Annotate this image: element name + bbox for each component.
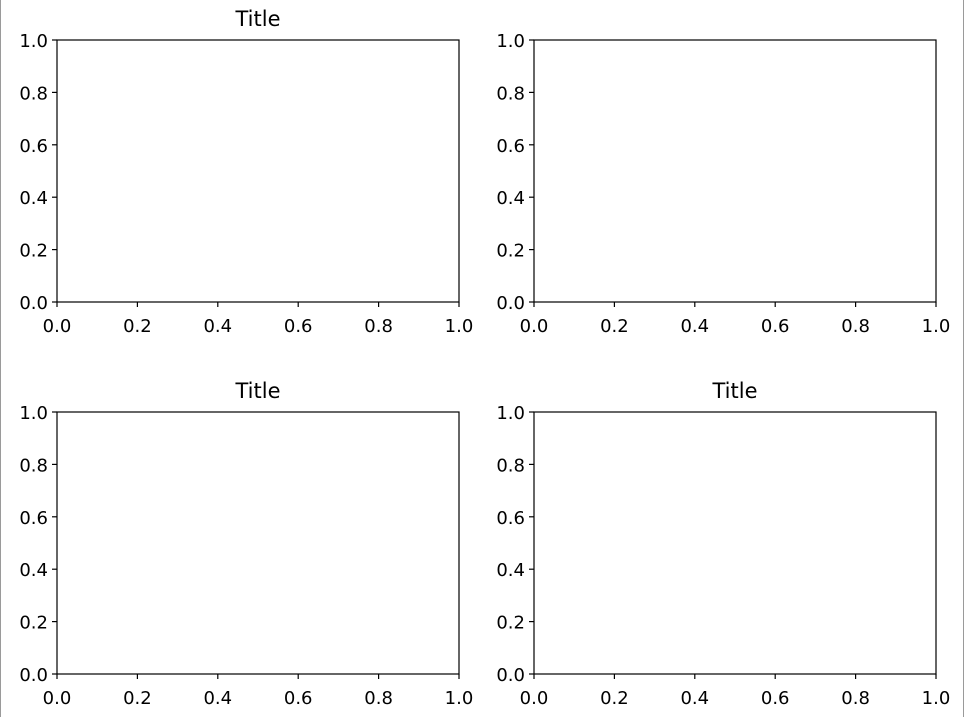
subplot-4: Title 0.0 0.2 0.4 0.6 0.8 1.0 0.0 0.2 0.4 0.6 0.8 1.… <box>496 379 950 709</box>
y-tick-label: 1.0 <box>496 31 525 52</box>
x-tick-label: 0.4 <box>680 316 709 337</box>
y-tick-label: 0.6 <box>496 136 525 157</box>
y-tick-label: 0.2 <box>19 613 48 634</box>
y-tick-label: 0.4 <box>19 188 48 209</box>
y-tick-label: 0.8 <box>19 83 48 104</box>
x-tick-label: 0.4 <box>680 688 709 709</box>
window-left-border <box>0 0 1 717</box>
x-tick-label: 0.2 <box>123 688 152 709</box>
plot-frame <box>56 411 460 675</box>
x-tick-label: 0.6 <box>284 688 313 709</box>
y-tick-label: 0.2 <box>496 241 525 262</box>
x-tick-label: 0.4 <box>203 316 232 337</box>
subplot-title: Title <box>234 7 280 31</box>
x-tick-label: 0.0 <box>43 316 72 337</box>
y-tick-label: 0.0 <box>496 293 525 314</box>
y-tick-label: 0.6 <box>496 508 525 529</box>
subplot-title: Title <box>711 379 757 403</box>
y-tick-label: 0.4 <box>496 560 525 581</box>
x-tick-label: 1.0 <box>922 688 951 709</box>
x-tick-label: 1.0 <box>922 316 951 337</box>
y-tick-label: 0.4 <box>496 188 525 209</box>
y-tick-label: 1.0 <box>19 31 48 52</box>
x-tick-label: 1.0 <box>445 316 474 337</box>
x-tick-label: 0.8 <box>364 688 393 709</box>
x-tick-label: 0.8 <box>841 316 870 337</box>
x-tick-label: 0.2 <box>123 316 152 337</box>
x-tick-label: 0.0 <box>520 316 549 337</box>
plot-frame <box>56 39 460 303</box>
x-tick-label: 0.6 <box>761 688 790 709</box>
subplot-title: Title <box>234 379 280 403</box>
y-tick-label: 1.0 <box>19 403 48 424</box>
y-tick-label: 0.0 <box>19 293 48 314</box>
x-tick-label: 0.8 <box>841 688 870 709</box>
plot-frame <box>533 39 937 303</box>
y-tick-label: 0.0 <box>496 665 525 686</box>
y-tick-label: 0.2 <box>496 613 525 634</box>
x-tick-label: 0.0 <box>43 688 72 709</box>
x-tick-label: 0.4 <box>203 688 232 709</box>
y-tick-label: 0.8 <box>496 83 525 104</box>
x-tick-label: 0.8 <box>364 316 393 337</box>
y-tick-label: 0.0 <box>19 665 48 686</box>
x-tick-label: 0.6 <box>284 316 313 337</box>
y-tick-label: 0.6 <box>19 508 48 529</box>
y-tick-label: 0.8 <box>19 455 48 476</box>
plot-frame <box>533 411 937 675</box>
x-tick-label: 0.6 <box>761 316 790 337</box>
y-tick-label: 0.4 <box>19 560 48 581</box>
subplot-3: Title 0.0 0.2 0.4 0.6 0.8 1.0 0.0 0.2 0.4 0.6 0.8 1.… <box>19 379 473 709</box>
x-tick-label: 0.2 <box>600 316 629 337</box>
y-tick-label: 0.6 <box>19 136 48 157</box>
subplot-1: Title 0.0 0.2 0.4 0.6 0.8 1.0 0.0 0.2 0.4 0.6 0.8 1.… <box>19 7 473 337</box>
x-tick-label: 0.0 <box>520 688 549 709</box>
subplot-2: 0.0 0.2 0.4 0.6 0.8 1.0 0.0 0.2 0.4 0.6 0.8 1.0 <box>496 31 950 337</box>
y-tick-label: 1.0 <box>496 403 525 424</box>
y-tick-label: 0.8 <box>496 455 525 476</box>
x-tick-label: 0.2 <box>600 688 629 709</box>
x-tick-label: 1.0 <box>445 688 474 709</box>
y-tick-label: 0.2 <box>19 241 48 262</box>
